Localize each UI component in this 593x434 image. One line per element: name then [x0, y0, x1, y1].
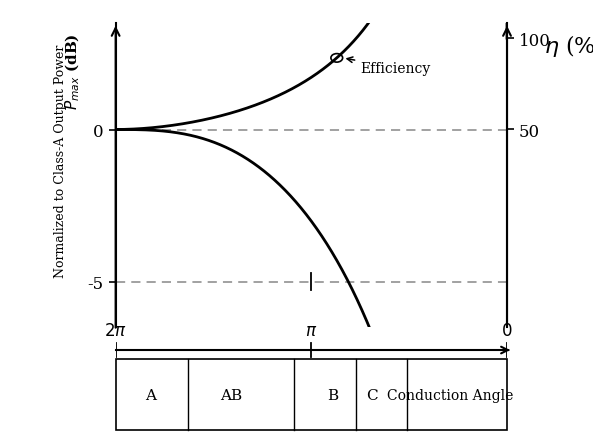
- Text: Normalized to Class-A Output Power: Normalized to Class-A Output Power: [55, 44, 68, 277]
- Text: $\eta$ (%): $\eta$ (%): [544, 33, 593, 59]
- Text: A: A: [145, 388, 157, 401]
- Text: AB: AB: [220, 388, 242, 401]
- Text: Max Output Power: Max Output Power: [0, 433, 1, 434]
- Bar: [116, 359, 507, 430]
- Text: $2\pi$: $2\pi$: [104, 322, 127, 339]
- Text: $0$: $0$: [501, 322, 513, 339]
- Text: C: C: [366, 388, 378, 401]
- Text: B: B: [327, 388, 339, 401]
- Text: $\pi$: $\pi$: [305, 322, 317, 339]
- Text: Efficiency: Efficiency: [347, 58, 431, 76]
- Text: $P_{max}$ (dB): $P_{max}$ (dB): [63, 33, 82, 109]
- Text: Conduction Angle: Conduction Angle: [387, 388, 514, 401]
